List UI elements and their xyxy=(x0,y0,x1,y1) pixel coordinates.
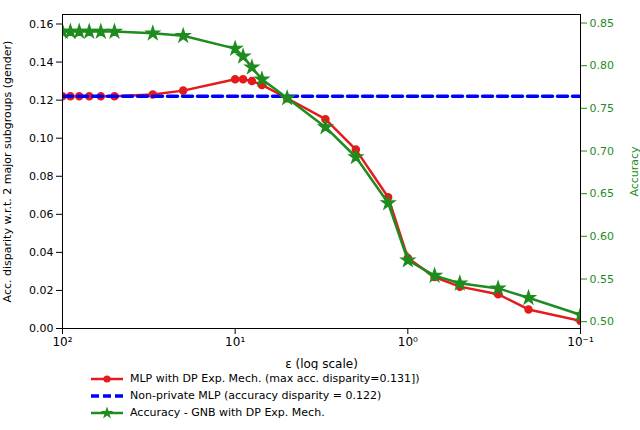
svg-text:0.85: 0.85 xyxy=(590,17,615,30)
svg-text:0.04: 0.04 xyxy=(29,246,54,259)
svg-text:0.55: 0.55 xyxy=(590,273,615,286)
svg-text:10⁰: 10⁰ xyxy=(398,335,418,349)
html-text:MLP with DP Exp. Mech. (max ac: MLP with DP Exp. Mech. (max acc. dispari… xyxy=(130,372,420,385)
svg-text:0.75: 0.75 xyxy=(590,102,615,115)
svg-text:0.70: 0.70 xyxy=(590,145,615,158)
svg-text:ε (log scale): ε (log scale) xyxy=(285,357,358,371)
svg-text:Accuracy: Accuracy xyxy=(628,146,640,197)
svg-text:10²: 10² xyxy=(52,335,72,349)
svg-text:0.14: 0.14 xyxy=(29,56,54,69)
svg-text:10¹: 10¹ xyxy=(225,335,245,349)
svg-text:Acc. disparity w.r.t. 2 major: Acc. disparity w.r.t. 2 major subgroups … xyxy=(1,41,14,303)
svg-text:0.02: 0.02 xyxy=(29,284,54,297)
svg-text:0.12: 0.12 xyxy=(29,94,54,107)
svg-text:0.50: 0.50 xyxy=(590,315,615,328)
svg-text:0.08: 0.08 xyxy=(29,170,54,183)
svg-text:0.65: 0.65 xyxy=(590,187,615,200)
svg-text:0.16: 0.16 xyxy=(29,18,54,31)
svg-text:0.60: 0.60 xyxy=(590,230,615,243)
svg-text:0.06: 0.06 xyxy=(29,208,54,221)
svg-text:0.80: 0.80 xyxy=(590,59,615,72)
html-text:Accuracy - GNB with DP Exp. Me: Accuracy - GNB with DP Exp. Mech. xyxy=(130,406,325,419)
svg-text:0.00: 0.00 xyxy=(29,322,54,335)
svg-text:0.10: 0.10 xyxy=(29,132,54,145)
svg-text:10⁻¹: 10⁻¹ xyxy=(567,335,594,349)
html-text:Non-private MLP (accuracy disp: Non-private MLP (accuracy disparity = 0.… xyxy=(130,389,382,402)
